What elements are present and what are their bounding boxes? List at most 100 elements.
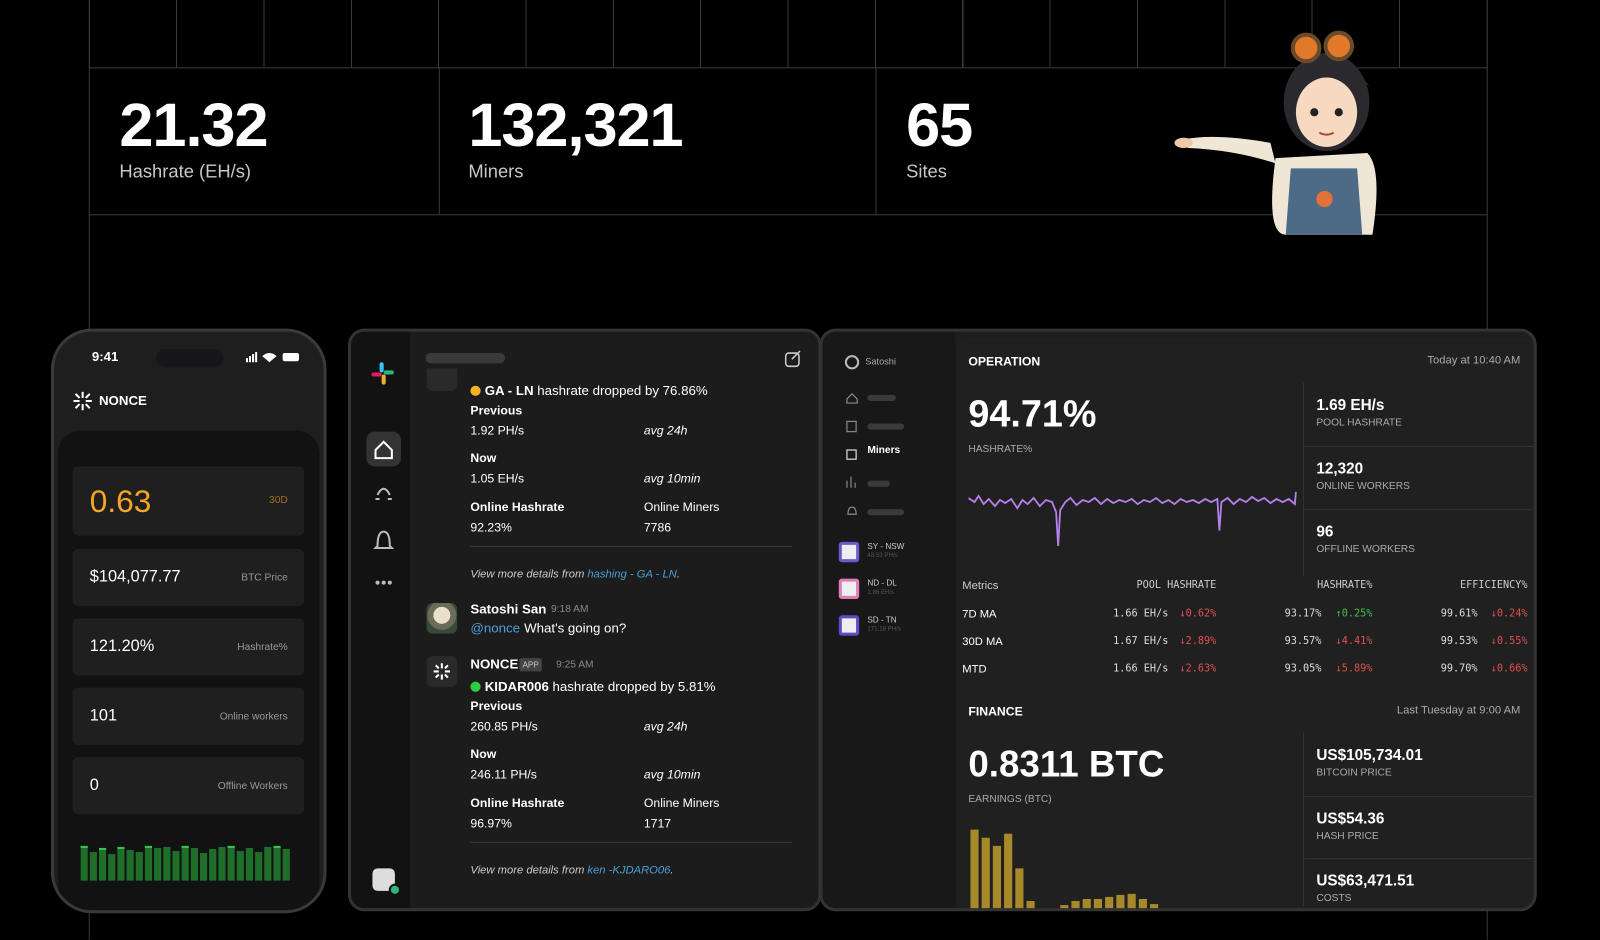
site-hashrate: 1.86 EH/s bbox=[867, 589, 895, 596]
slack-window: GA - LN hashrate dropped by 76.86% Previo… bbox=[347, 328, 822, 912]
alert-text: hashrate dropped by 76.86% bbox=[537, 382, 708, 398]
table-header: EFFICIENCY% bbox=[1459, 579, 1528, 591]
metric: 93.57% bbox=[1284, 635, 1322, 647]
field-note: avg 24h bbox=[643, 423, 688, 438]
field-note: avg 10min bbox=[643, 767, 701, 782]
bot-avatar bbox=[426, 656, 458, 687]
character bbox=[1174, 30, 1377, 235]
main-panel bbox=[957, 337, 1534, 909]
stat-label: Sites bbox=[906, 161, 947, 182]
card-label: 30D bbox=[269, 494, 288, 507]
home-button[interactable] bbox=[366, 431, 402, 467]
total-value: 92.23% bbox=[470, 520, 512, 535]
metric: 1.67 EH/s bbox=[1113, 635, 1169, 647]
site-icon bbox=[838, 578, 860, 599]
card-label: Online workers bbox=[219, 711, 288, 723]
stats: 21.32 Hashrate (EH/s) 132,321 Miners 65 Sites bbox=[0, 0, 1600, 224]
stat-value: US$105,734.01 bbox=[1316, 746, 1423, 765]
card-label: Hashrate% bbox=[237, 641, 288, 654]
earnings-bars bbox=[970, 829, 1159, 909]
divider bbox=[1304, 858, 1534, 860]
status-dot bbox=[470, 385, 481, 396]
row-label: 7D MA bbox=[962, 608, 997, 621]
field-note: avg 10min bbox=[643, 471, 701, 486]
status-dot bbox=[470, 681, 481, 692]
alert-line: KIDAR006 hashrate dropped by 5.81% bbox=[485, 678, 716, 696]
grid-line bbox=[875, 67, 877, 215]
alert-site: KIDAR006 bbox=[484, 678, 549, 694]
divider bbox=[470, 545, 792, 547]
site-icon bbox=[838, 541, 860, 563]
delta: ↓0.55% bbox=[1490, 635, 1528, 647]
field-value: 1.05 EH/s bbox=[470, 471, 525, 486]
stat-label: HASH PRICE bbox=[1316, 830, 1379, 842]
card-value: 121.20% bbox=[89, 637, 155, 656]
field-label: Previous bbox=[470, 698, 523, 714]
total-value: 96.97% bbox=[470, 816, 512, 831]
card-label: Offline Workers bbox=[217, 780, 288, 792]
sidebar-icons bbox=[844, 355, 905, 516]
brand-name: NONCE bbox=[98, 392, 147, 409]
card-label: BTC Price bbox=[241, 572, 288, 584]
divider bbox=[1304, 795, 1534, 797]
metric: 1.66 EH/s bbox=[1113, 663, 1169, 675]
section-title: OPERATION bbox=[968, 354, 1041, 369]
brand-logo bbox=[73, 391, 92, 411]
stat-value: 132,321 bbox=[468, 90, 683, 160]
stat-label: POOL HASHRATE bbox=[1316, 417, 1402, 429]
card-value: 0.63 bbox=[89, 483, 152, 520]
field-value: 1.92 PH/s bbox=[470, 423, 525, 438]
stat-label: BITCOIN PRICE bbox=[1316, 767, 1392, 779]
delta: ↓5.89% bbox=[1335, 663, 1373, 675]
dashboard-window: Satoshi Miners SY - NSW 48.53 PH/s ND - DL 1.… bbox=[819, 328, 1537, 912]
total-label: Online Miners bbox=[643, 499, 720, 515]
stat-card: 0.63 30D bbox=[72, 466, 305, 536]
section-label: EARNINGS (BTC) bbox=[968, 793, 1052, 806]
section-label: HASHRATE% bbox=[968, 443, 1033, 456]
table-header: HASHRATE% bbox=[1317, 579, 1373, 591]
dynamic-island bbox=[156, 348, 224, 368]
stat-value: 1.69 EH/s bbox=[1316, 396, 1385, 415]
total-label: Online Hashrate bbox=[470, 795, 565, 811]
metric: 1.66 EH/s bbox=[1113, 608, 1169, 620]
footer-link[interactable]: ken -KJDARO06 bbox=[587, 864, 671, 877]
delta: ↓0.24% bbox=[1490, 608, 1528, 620]
field-label: Now bbox=[470, 451, 497, 466]
field-label: Previous bbox=[470, 403, 523, 418]
stat-value: 96 bbox=[1316, 523, 1334, 541]
timestamp: 9:25 AM bbox=[556, 659, 594, 671]
stat-value: 65 bbox=[906, 90, 973, 160]
divider bbox=[1304, 445, 1534, 447]
delta: ↓2.63% bbox=[1179, 663, 1217, 675]
delta: ↑0.25% bbox=[1335, 608, 1373, 620]
status-icons bbox=[245, 352, 299, 363]
stat-value: US$63,471.51 bbox=[1316, 872, 1415, 890]
bot-logo bbox=[433, 663, 450, 680]
grid-line bbox=[438, 67, 440, 215]
nav-active: Miners bbox=[867, 444, 901, 457]
divider bbox=[1303, 732, 1305, 907]
card-value: 101 bbox=[89, 707, 118, 725]
total-value: 7786 bbox=[643, 520, 672, 535]
stat-label: Hashrate (EH/s) bbox=[119, 161, 252, 182]
footer-link[interactable]: hashing - GA - LN bbox=[587, 568, 677, 581]
metric: 99.53% bbox=[1440, 635, 1478, 647]
table-header: POOL HASHRATE bbox=[1136, 579, 1217, 591]
delta: ↓0.66% bbox=[1490, 663, 1528, 675]
site-hashrate: 171.18 PH/s bbox=[867, 626, 902, 633]
footer-text: View more details from bbox=[470, 568, 585, 581]
site-hashrate: 48.53 PH/s bbox=[867, 553, 898, 560]
field-label: Now bbox=[470, 746, 497, 762]
compose-icon bbox=[784, 350, 801, 368]
alert-footer: View more details from ken -KJDARO06. bbox=[470, 861, 673, 879]
timestamp: 9:18 AM bbox=[551, 604, 589, 616]
metric: 99.61% bbox=[1440, 608, 1478, 620]
grid-line bbox=[88, 214, 1488, 216]
card-value: $104,077.77 bbox=[89, 568, 181, 586]
field-note: avg 24h bbox=[643, 719, 688, 734]
table-header: Metrics bbox=[962, 579, 999, 592]
status-time: 9:41 bbox=[91, 348, 119, 365]
